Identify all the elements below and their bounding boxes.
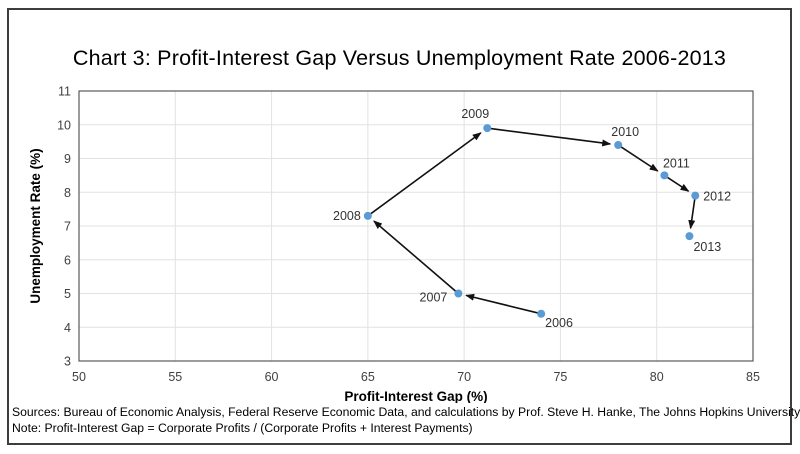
year-label-2007: 2007 [420, 291, 448, 305]
x-tick-label: 75 [553, 370, 567, 384]
y-tick-label: 6 [64, 253, 71, 267]
x-tick-label: 70 [457, 370, 471, 384]
data-point-2012 [691, 191, 700, 200]
arrow-2011-to-2012 [666, 176, 690, 192]
arrow-2010-to-2011 [620, 146, 659, 172]
x-tick-label: 65 [361, 370, 375, 384]
year-label-2013: 2013 [693, 240, 721, 254]
y-tick-label: 5 [64, 287, 71, 301]
arrow-2008-to-2009 [370, 132, 482, 215]
year-label-2010: 2010 [611, 125, 639, 139]
y-tick-label: 8 [64, 186, 71, 200]
year-label-2008: 2008 [333, 209, 361, 223]
x-axis-title: Profit-Interest Gap (%) [344, 389, 487, 403]
data-point-2008 [363, 211, 372, 220]
plot-border [78, 90, 754, 362]
y-tick-label: 7 [64, 220, 71, 234]
data-point-2007 [454, 289, 463, 298]
data-point-2013 [685, 232, 694, 241]
data-point-2010 [614, 141, 623, 149]
year-label-2006: 2006 [545, 316, 573, 330]
year-label-2011: 2011 [663, 156, 690, 170]
data-point-2006 [537, 309, 546, 318]
y-tick-label: 4 [64, 321, 71, 335]
x-tick-label: 60 [265, 370, 279, 384]
x-tick-label: 85 [746, 370, 760, 384]
x-tick-label: 55 [168, 370, 182, 384]
year-label-2009: 2009 [461, 107, 489, 121]
footnotes: Sources: Bureau of Economic Analysis, Fe… [12, 405, 800, 436]
chart-plot-area: 50 55 60 65 70 75 80 85 3 4 5 6 7 8 9 10 11 Profit-Intere… [28, 85, 760, 404]
year-label-2012: 2012 [703, 190, 731, 204]
y-tick-label: 9 [64, 152, 71, 166]
arrow-2006-to-2007 [465, 293, 538, 314]
x-tick-label: 80 [650, 370, 664, 384]
data-point-2011 [660, 171, 669, 180]
y-tick-label: 10 [57, 118, 71, 132]
x-tick-label: 50 [72, 370, 86, 384]
y-tick-label: 3 [64, 355, 71, 369]
y-axis-title: Unemployment Rate (%) [28, 148, 43, 303]
data-point-2009 [483, 124, 492, 133]
sources-line: Sources: Bureau of Economic Analysis, Fe… [12, 405, 800, 419]
arrow-2007-to-2008 [373, 220, 457, 292]
note-line: Note: Profit-Interest Gap = Corporate Pr… [12, 420, 473, 435]
arrow-2009-to-2010 [490, 127, 612, 147]
chart-title: Chart 3: Profit-Interest Gap Versus Unem… [72, 46, 727, 70]
arrow-2012-to-2013 [688, 198, 696, 230]
chart-frame: Chart 3: Profit-Interest Gap Versus Unem… [7, 8, 800, 445]
y-tick-label: 11 [58, 85, 71, 99]
